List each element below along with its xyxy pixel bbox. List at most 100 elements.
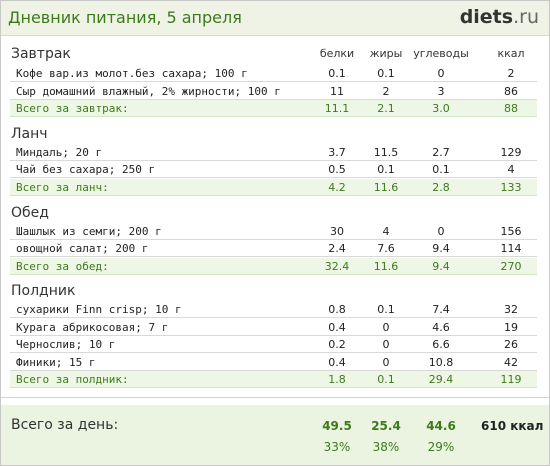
logo-text-bold: diets (459, 6, 514, 28)
food-name: Чернослив; 10 г (16, 338, 116, 351)
page-title: Дневник питания, 5 апреля (8, 8, 242, 27)
food-row: Чай без сахара; 250 г 0.5 0.1 0.1 4 (10, 161, 537, 178)
section-title-dinner: Обед (11, 205, 49, 221)
fat-value: 0.1 (377, 303, 395, 316)
day-protein-total: 49.5 (322, 419, 352, 433)
food-row: Шашлык из семги; 200 г 30 4 0 156 (10, 223, 537, 240)
section-total-label: Всего за полдник: (16, 373, 129, 386)
column-header-protein: белки (319, 47, 355, 60)
carbs-total: 3.0 (432, 102, 450, 115)
food-name: сухарики Finn crisp; 10 г (16, 303, 182, 316)
kcal-total: 119 (500, 373, 522, 386)
carbs-value: 10.8 (428, 356, 454, 369)
header-bar: Дневник питания, 5 апреля diets.ru (1, 1, 549, 36)
protein-value: 11 (330, 85, 344, 98)
day-carbs-percent: 29% (427, 440, 455, 454)
food-row: Курага абрикосовая; 7 г 0.4 0 4.6 19 (10, 319, 537, 336)
kcal-value: 26 (504, 338, 518, 351)
section-title-breakfast: Завтрак (11, 46, 71, 62)
protein-value: 0.4 (328, 356, 346, 369)
protein-total: 32.4 (324, 260, 350, 273)
kcal-total: 270 (500, 260, 522, 273)
kcal-value: 19 (504, 321, 518, 334)
protein-value: 0.4 (328, 321, 346, 334)
day-total-panel: Всего за день: 49.5 25.4 44.6 610 ккал 3… (1, 405, 549, 465)
kcal-value: 42 (504, 356, 518, 369)
day-fat-total: 25.4 (371, 419, 401, 433)
kcal-value: 4 (507, 163, 515, 176)
carbs-value: 0 (437, 67, 445, 80)
food-name: Сыр домашний влажный, 2% жирности; 100 г (16, 85, 281, 98)
food-row: овощной салат; 200 г 2.4 7.6 9.4 114 (10, 240, 537, 257)
fat-total: 2.1 (377, 102, 395, 115)
protein-value: 0.1 (328, 67, 346, 80)
section-title-snack: Полдник (11, 283, 76, 299)
day-fat-percent: 38% (372, 440, 400, 454)
fat-value: 4 (382, 225, 390, 238)
carbs-value: 3 (437, 85, 445, 98)
food-name: овощной салат; 200 г (16, 242, 149, 255)
food-row: Сыр домашний влажный, 2% жирности; 100 г… (10, 83, 537, 100)
section-total-row: Всего за ланч: 4.2 11.6 2.8 133 (10, 179, 537, 196)
fat-value: 0 (382, 321, 390, 334)
section-total-row: Всего за завтрак: 11.1 2.1 3.0 88 (10, 100, 537, 117)
carbs-value: 0 (437, 225, 445, 238)
protein-value: 2.4 (328, 242, 346, 255)
fat-value: 0.1 (377, 163, 395, 176)
protein-total: 4.2 (328, 181, 346, 194)
section-total-label: Всего за обед: (16, 260, 109, 273)
food-name: Чай без сахара; 250 г (16, 163, 156, 176)
carbs-value: 6.6 (432, 338, 450, 351)
day-total-label: Всего за день: (11, 417, 119, 433)
fat-value: 0.1 (377, 67, 395, 80)
column-header-fat: жиры (369, 47, 403, 60)
kcal-value: 114 (500, 242, 522, 255)
kcal-total: 88 (504, 102, 518, 115)
protein-value: 0.2 (328, 338, 346, 351)
section-total-label: Всего за завтрак: (16, 102, 129, 115)
column-headers: белки жиры углеводы ккал (1, 47, 549, 61)
food-row: сухарики Finn crisp; 10 г 0.8 0.1 7.4 32 (10, 301, 537, 318)
fat-value: 7.6 (377, 242, 395, 255)
food-name: Кофе вар.из молот.без сахара; 100 г (16, 67, 248, 80)
food-row: Миндаль; 20 г 3.7 11.5 2.7 129 (10, 144, 537, 161)
protein-value: 0.8 (328, 303, 346, 316)
kcal-total: 133 (500, 181, 522, 194)
kcal-value: 129 (500, 146, 522, 159)
fat-total: 0.1 (377, 373, 395, 386)
protein-value: 3.7 (328, 146, 346, 159)
fat-value: 0 (382, 356, 390, 369)
section-total-row: Всего за полдник: 1.8 0.1 29.4 119 (10, 371, 537, 388)
day-kcal-total: 610 ккал (481, 419, 544, 433)
day-carbs-total: 44.6 (426, 419, 456, 433)
column-header-kcal: ккал (497, 47, 525, 60)
divider (1, 397, 549, 398)
site-logo[interactable]: diets.ru (460, 6, 539, 28)
food-name: Финики; 15 г (16, 356, 96, 369)
food-name: Миндаль; 20 г (16, 146, 103, 159)
food-row: Финики; 15 г 0.4 0 10.8 42 (10, 354, 537, 371)
carbs-value: 9.4 (432, 242, 450, 255)
logo-text-domain: .ru (513, 6, 539, 28)
fat-value: 2 (382, 85, 390, 98)
carbs-total: 29.4 (428, 373, 454, 386)
kcal-value: 2 (507, 67, 515, 80)
carbs-value: 0.1 (432, 163, 450, 176)
fat-total: 11.6 (373, 260, 399, 273)
column-header-carbs: углеводы (413, 47, 469, 60)
food-row: Кофе вар.из молот.без сахара; 100 г 0.1 … (10, 65, 537, 82)
section-total-label: Всего за ланч: (16, 181, 109, 194)
carbs-total: 9.4 (432, 260, 450, 273)
carbs-value: 7.4 (432, 303, 450, 316)
section-total-row: Всего за обед: 32.4 11.6 9.4 270 (10, 258, 537, 275)
fat-value: 0 (382, 338, 390, 351)
protein-total: 11.1 (324, 102, 350, 115)
day-protein-percent: 33% (323, 440, 351, 454)
section-title-lunch: Ланч (11, 126, 48, 142)
fat-value: 11.5 (373, 146, 399, 159)
protein-value: 0.5 (328, 163, 346, 176)
carbs-value: 4.6 (432, 321, 450, 334)
food-name: Курага абрикосовая; 7 г (16, 321, 169, 334)
carbs-value: 2.7 (432, 146, 450, 159)
